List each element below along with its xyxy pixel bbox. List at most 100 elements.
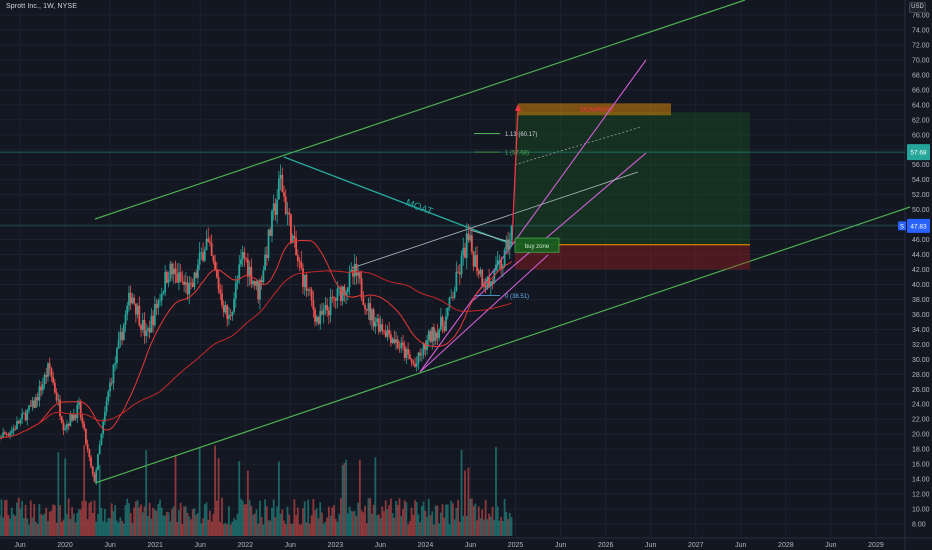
volume-bar [345, 459, 347, 536]
volume-bar [67, 498, 70, 536]
candle-body [219, 289, 222, 294]
volume-bar [281, 509, 284, 536]
volume-bar [269, 520, 272, 536]
candle-body [476, 255, 478, 272]
candle-body [229, 315, 232, 317]
candle-body [138, 305, 141, 326]
candle-body [86, 443, 89, 449]
volume-bar [408, 521, 411, 536]
volume-bar [24, 504, 27, 536]
volume-bar [36, 523, 39, 536]
volume-bar [233, 518, 235, 536]
volume-bar [5, 499, 8, 536]
volume-bar [196, 513, 199, 536]
candle-body [402, 342, 404, 346]
candle-body [69, 413, 72, 426]
volume-bar [333, 505, 335, 536]
volume-bar [312, 498, 315, 536]
ma-long-line [0, 270, 512, 439]
candle-body [479, 270, 482, 275]
x-tick-label: 2024 [418, 542, 434, 549]
candle-body [79, 402, 82, 418]
volume-bar [367, 498, 370, 536]
candle-body [274, 203, 277, 215]
volume-bar [221, 497, 223, 536]
volume-bar [48, 511, 51, 536]
volume-bar [358, 459, 361, 536]
candle-body [9, 433, 11, 436]
volume-bar [379, 518, 382, 536]
candle-body [362, 297, 365, 305]
volume-bar [383, 511, 385, 536]
volume-bar [10, 507, 13, 536]
volume-bar [209, 510, 211, 536]
candle-body [107, 391, 110, 402]
volume-bar [424, 510, 427, 536]
volume-bar [262, 524, 265, 536]
candles-layer [0, 164, 513, 486]
candle-body [22, 413, 25, 415]
candle-body [281, 174, 284, 193]
candle-body [205, 238, 208, 251]
candle-body [364, 304, 366, 310]
candle-body [500, 260, 503, 269]
volume-bar [286, 506, 289, 536]
x-tick-label: 2025 [508, 542, 524, 549]
candle-body [62, 422, 65, 430]
y-tick-label: 24.00 [912, 402, 930, 409]
volume-bar [22, 518, 25, 536]
volume-bar [503, 498, 506, 536]
candle-body [445, 316, 447, 332]
volume-bar [439, 512, 442, 536]
candle-body [414, 363, 416, 367]
volume-bar [274, 517, 277, 536]
candle-body [298, 260, 301, 262]
volume-bar [83, 444, 86, 536]
y-tick-label: 8.00 [912, 522, 926, 529]
volume-bar [245, 504, 248, 536]
volume-bar [317, 518, 320, 536]
volume-bar [510, 517, 513, 536]
volume-bar [93, 500, 96, 536]
volume-bar [284, 524, 287, 536]
volume-bar [200, 523, 203, 536]
volume-bar [488, 513, 490, 536]
volume-bar [346, 513, 349, 536]
candle-body [314, 309, 316, 322]
candle-body [508, 239, 511, 250]
candle-body [81, 417, 84, 424]
y-tick-label: 70.00 [912, 57, 930, 64]
candle-body [105, 401, 108, 412]
volume-bar [412, 514, 415, 536]
volume-layer [0, 444, 513, 536]
volume-bar [193, 508, 196, 536]
volume-bar [414, 500, 416, 536]
volume-bar [303, 501, 306, 536]
candle-body [124, 314, 127, 325]
candle-body [296, 255, 299, 261]
candle-body [217, 277, 220, 290]
volume-bar [195, 514, 198, 536]
volume-bar [483, 519, 485, 536]
candle-body [372, 309, 375, 327]
volume-bar [467, 467, 470, 536]
candle-body [295, 237, 298, 256]
candle-body [467, 233, 470, 241]
currency-label[interactable]: USD [909, 2, 926, 13]
candle-body [196, 264, 199, 278]
volume-bar [38, 504, 41, 536]
candle-body [488, 277, 490, 287]
candle-body [352, 269, 354, 277]
y-tick-label: 66.00 [912, 87, 930, 94]
candle-body [143, 320, 146, 337]
volume-bar [505, 511, 508, 536]
volume-bar [224, 522, 227, 536]
volume-bar [319, 502, 322, 536]
volume-bar [295, 515, 298, 536]
volume-bar [329, 515, 332, 536]
candle-body [503, 249, 506, 267]
candle-body [469, 235, 472, 241]
candle-body [427, 331, 430, 341]
